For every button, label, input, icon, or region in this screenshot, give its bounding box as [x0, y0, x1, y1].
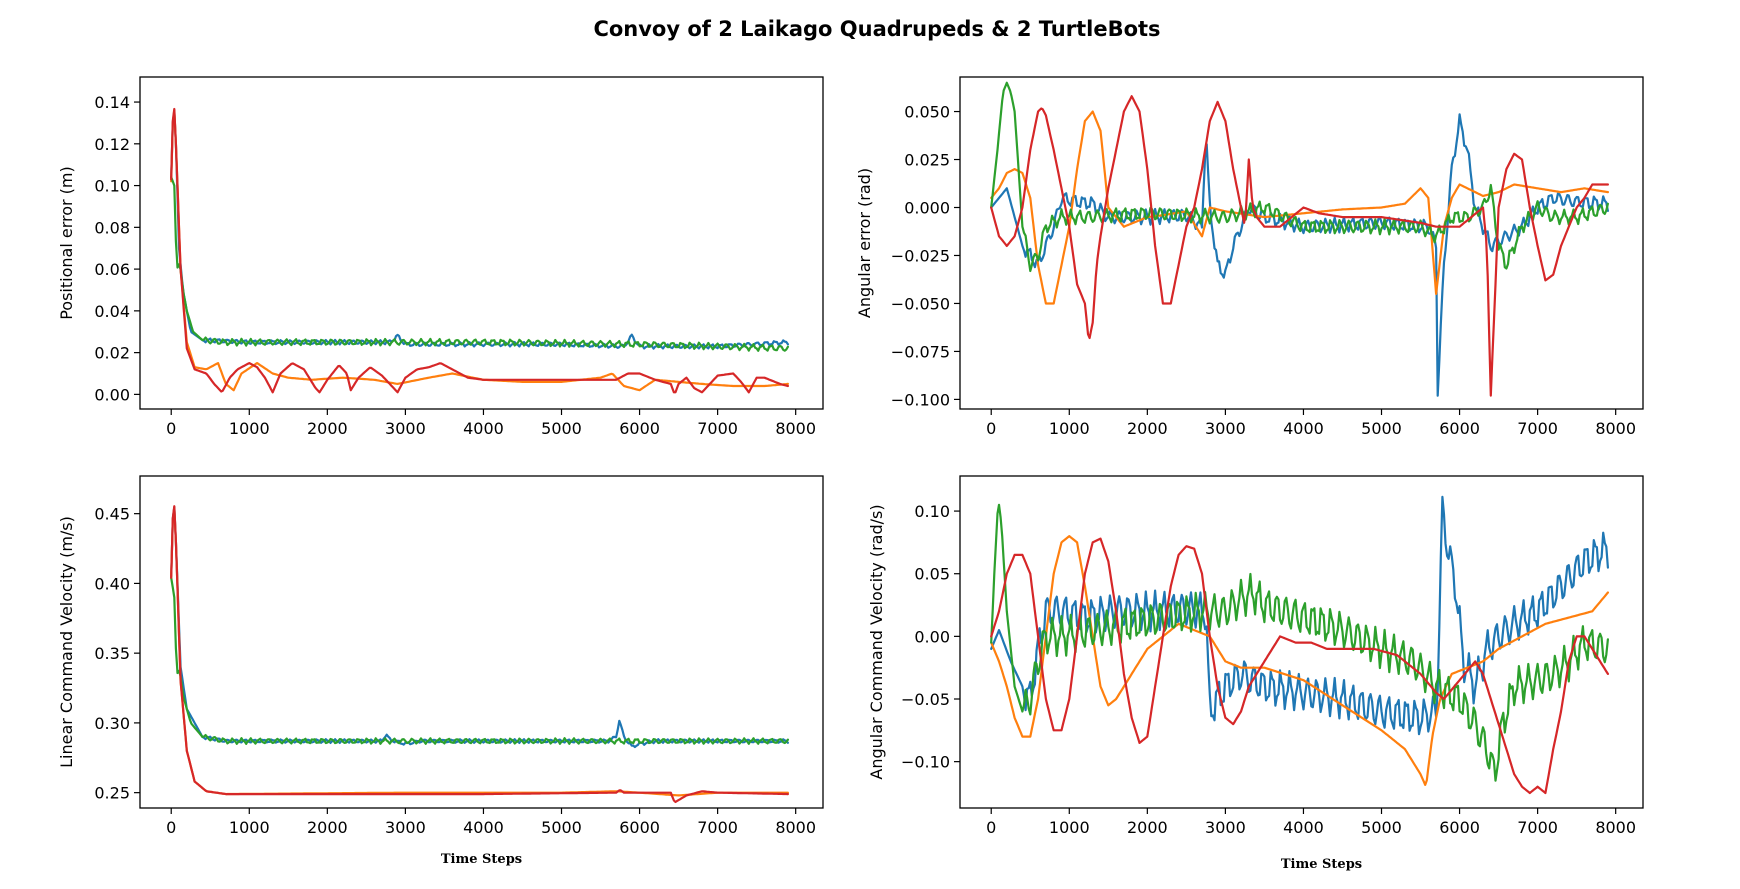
- x-tick-label: 7000: [1517, 419, 1558, 438]
- y-tick-label: 0.050: [904, 103, 950, 122]
- angular-error-plot: 0 1000 2000 3000 4000 5000 6000 7000 8000 −0.100 −…: [855, 76, 1644, 438]
- y-axis-label: Positional error (m): [57, 166, 76, 320]
- x-tick-label: 0: [166, 419, 176, 438]
- x-tick-label: 7000: [697, 818, 738, 837]
- series-red: [170, 107, 789, 394]
- x-tick-label: 0: [986, 419, 996, 438]
- series-group: [990, 495, 1609, 795]
- series-orange: [990, 110, 1609, 305]
- y-tick-label: 0.05: [914, 565, 950, 584]
- x-tick-label: 7000: [697, 419, 738, 438]
- x-tick-label: 4000: [463, 419, 504, 438]
- y-tick-label: 0.14: [94, 93, 130, 112]
- plot-frame: [139, 475, 824, 809]
- x-tick-label: 1000: [1049, 419, 1090, 438]
- series-green: [990, 503, 1609, 782]
- plot-frame: [959, 76, 1644, 410]
- y-axis-label: Angular Command Velocity (rad/s): [867, 504, 886, 779]
- figure-title: Convoy of 2 Laikago Quadrupeds & 2 Turtl…: [593, 17, 1160, 41]
- x-tick-label: 0: [166, 818, 176, 837]
- series-group: [990, 81, 1609, 397]
- y-tick-label: 0.35: [94, 644, 130, 663]
- y-tick-label: 0.10: [94, 177, 130, 196]
- x-tick-label: 0: [986, 818, 996, 837]
- y-tick-label: −0.10: [901, 753, 950, 772]
- x-tick-label: 2000: [1127, 818, 1168, 837]
- x-tick-label: 5000: [541, 818, 582, 837]
- x-tick-label: 2000: [1127, 419, 1168, 438]
- x-tick-label: 8000: [775, 818, 816, 837]
- y-axis-label: Linear Command Velocity (m/s): [57, 516, 76, 768]
- x-tick-label: 5000: [1361, 419, 1402, 438]
- x-tick-label: 1000: [229, 419, 270, 438]
- y-tick-label: 0.00: [914, 627, 950, 646]
- x-tick-label: 6000: [619, 818, 660, 837]
- x-tick-label: 6000: [1439, 818, 1480, 837]
- series-green: [990, 81, 1609, 273]
- x-tick-label: 8000: [775, 419, 816, 438]
- y-tick-label: −0.075: [891, 342, 950, 361]
- series-orange: [990, 535, 1609, 786]
- x-tick-label: 1000: [229, 818, 270, 837]
- angular-command-velocity-plot: 0 1000 2000 3000 4000 5000 6000 7000 8000 −0.10 −0…: [867, 475, 1644, 872]
- x-tick-label: 4000: [1283, 419, 1324, 438]
- series-orange: [170, 507, 789, 797]
- y-tick-label: −0.100: [891, 390, 950, 409]
- y-tick-label: 0.25: [94, 784, 130, 803]
- series-red: [990, 537, 1609, 795]
- y-tick-label: 0.02: [94, 344, 130, 363]
- series-green: [170, 176, 789, 352]
- y-tick-label: 0.12: [94, 135, 130, 154]
- x-tick-label: 6000: [619, 419, 660, 438]
- y-tick-label: 0.10: [914, 502, 950, 521]
- x-tick-label: 2000: [307, 419, 348, 438]
- positional-error-plot: 0 1000 2000 3000 4000 5000 6000 7000 8000 0.00 0.0…: [57, 76, 824, 438]
- series-group: [170, 505, 789, 804]
- y-tick-label: 0.00: [94, 385, 130, 404]
- x-tick-label: 3000: [385, 419, 426, 438]
- series-green: [170, 576, 789, 745]
- x-tick-label: 4000: [1283, 818, 1324, 837]
- y-tick-label: 0.08: [94, 218, 130, 237]
- series-group: [170, 107, 789, 394]
- y-tick-label: 0.40: [94, 574, 130, 593]
- x-tick-label: 5000: [541, 419, 582, 438]
- y-axis-label: Angular error (rad): [855, 168, 874, 318]
- x-tick-label: 8000: [1595, 818, 1636, 837]
- x-tick-label: 3000: [1205, 818, 1246, 837]
- y-tick-label: −0.050: [891, 294, 950, 313]
- y-tick-label: 0.04: [94, 302, 130, 321]
- x-tick-label: 7000: [1517, 818, 1558, 837]
- series-blue: [990, 113, 1609, 397]
- x-axis-label: Time Steps: [1281, 857, 1362, 872]
- linear-command-velocity-plot: 0 1000 2000 3000 4000 5000 6000 7000 8000 0.25 0.3…: [57, 475, 824, 867]
- series-blue: [990, 495, 1609, 736]
- series-red: [990, 95, 1609, 397]
- x-tick-label: 6000: [1439, 419, 1480, 438]
- x-tick-label: 8000: [1595, 419, 1636, 438]
- x-tick-label: 2000: [307, 818, 348, 837]
- y-tick-label: −0.025: [891, 246, 950, 265]
- x-axis-label: Time Steps: [441, 852, 522, 867]
- plot-frame: [139, 76, 824, 410]
- plot-frame: [959, 475, 1644, 809]
- x-tick-label: 5000: [1361, 818, 1402, 837]
- y-tick-label: 0.000: [904, 198, 950, 217]
- y-tick-label: −0.05: [901, 690, 950, 709]
- series-red: [170, 505, 789, 804]
- y-tick-label: 0.30: [94, 714, 130, 733]
- x-tick-label: 3000: [1205, 419, 1246, 438]
- x-tick-label: 3000: [385, 818, 426, 837]
- y-tick-label: 0.025: [904, 151, 950, 170]
- x-tick-label: 4000: [463, 818, 504, 837]
- y-tick-label: 0.06: [94, 260, 130, 279]
- series-blue: [170, 506, 789, 749]
- y-tick-label: 0.45: [94, 505, 130, 524]
- x-tick-label: 1000: [1049, 818, 1090, 837]
- series-blue: [170, 110, 789, 350]
